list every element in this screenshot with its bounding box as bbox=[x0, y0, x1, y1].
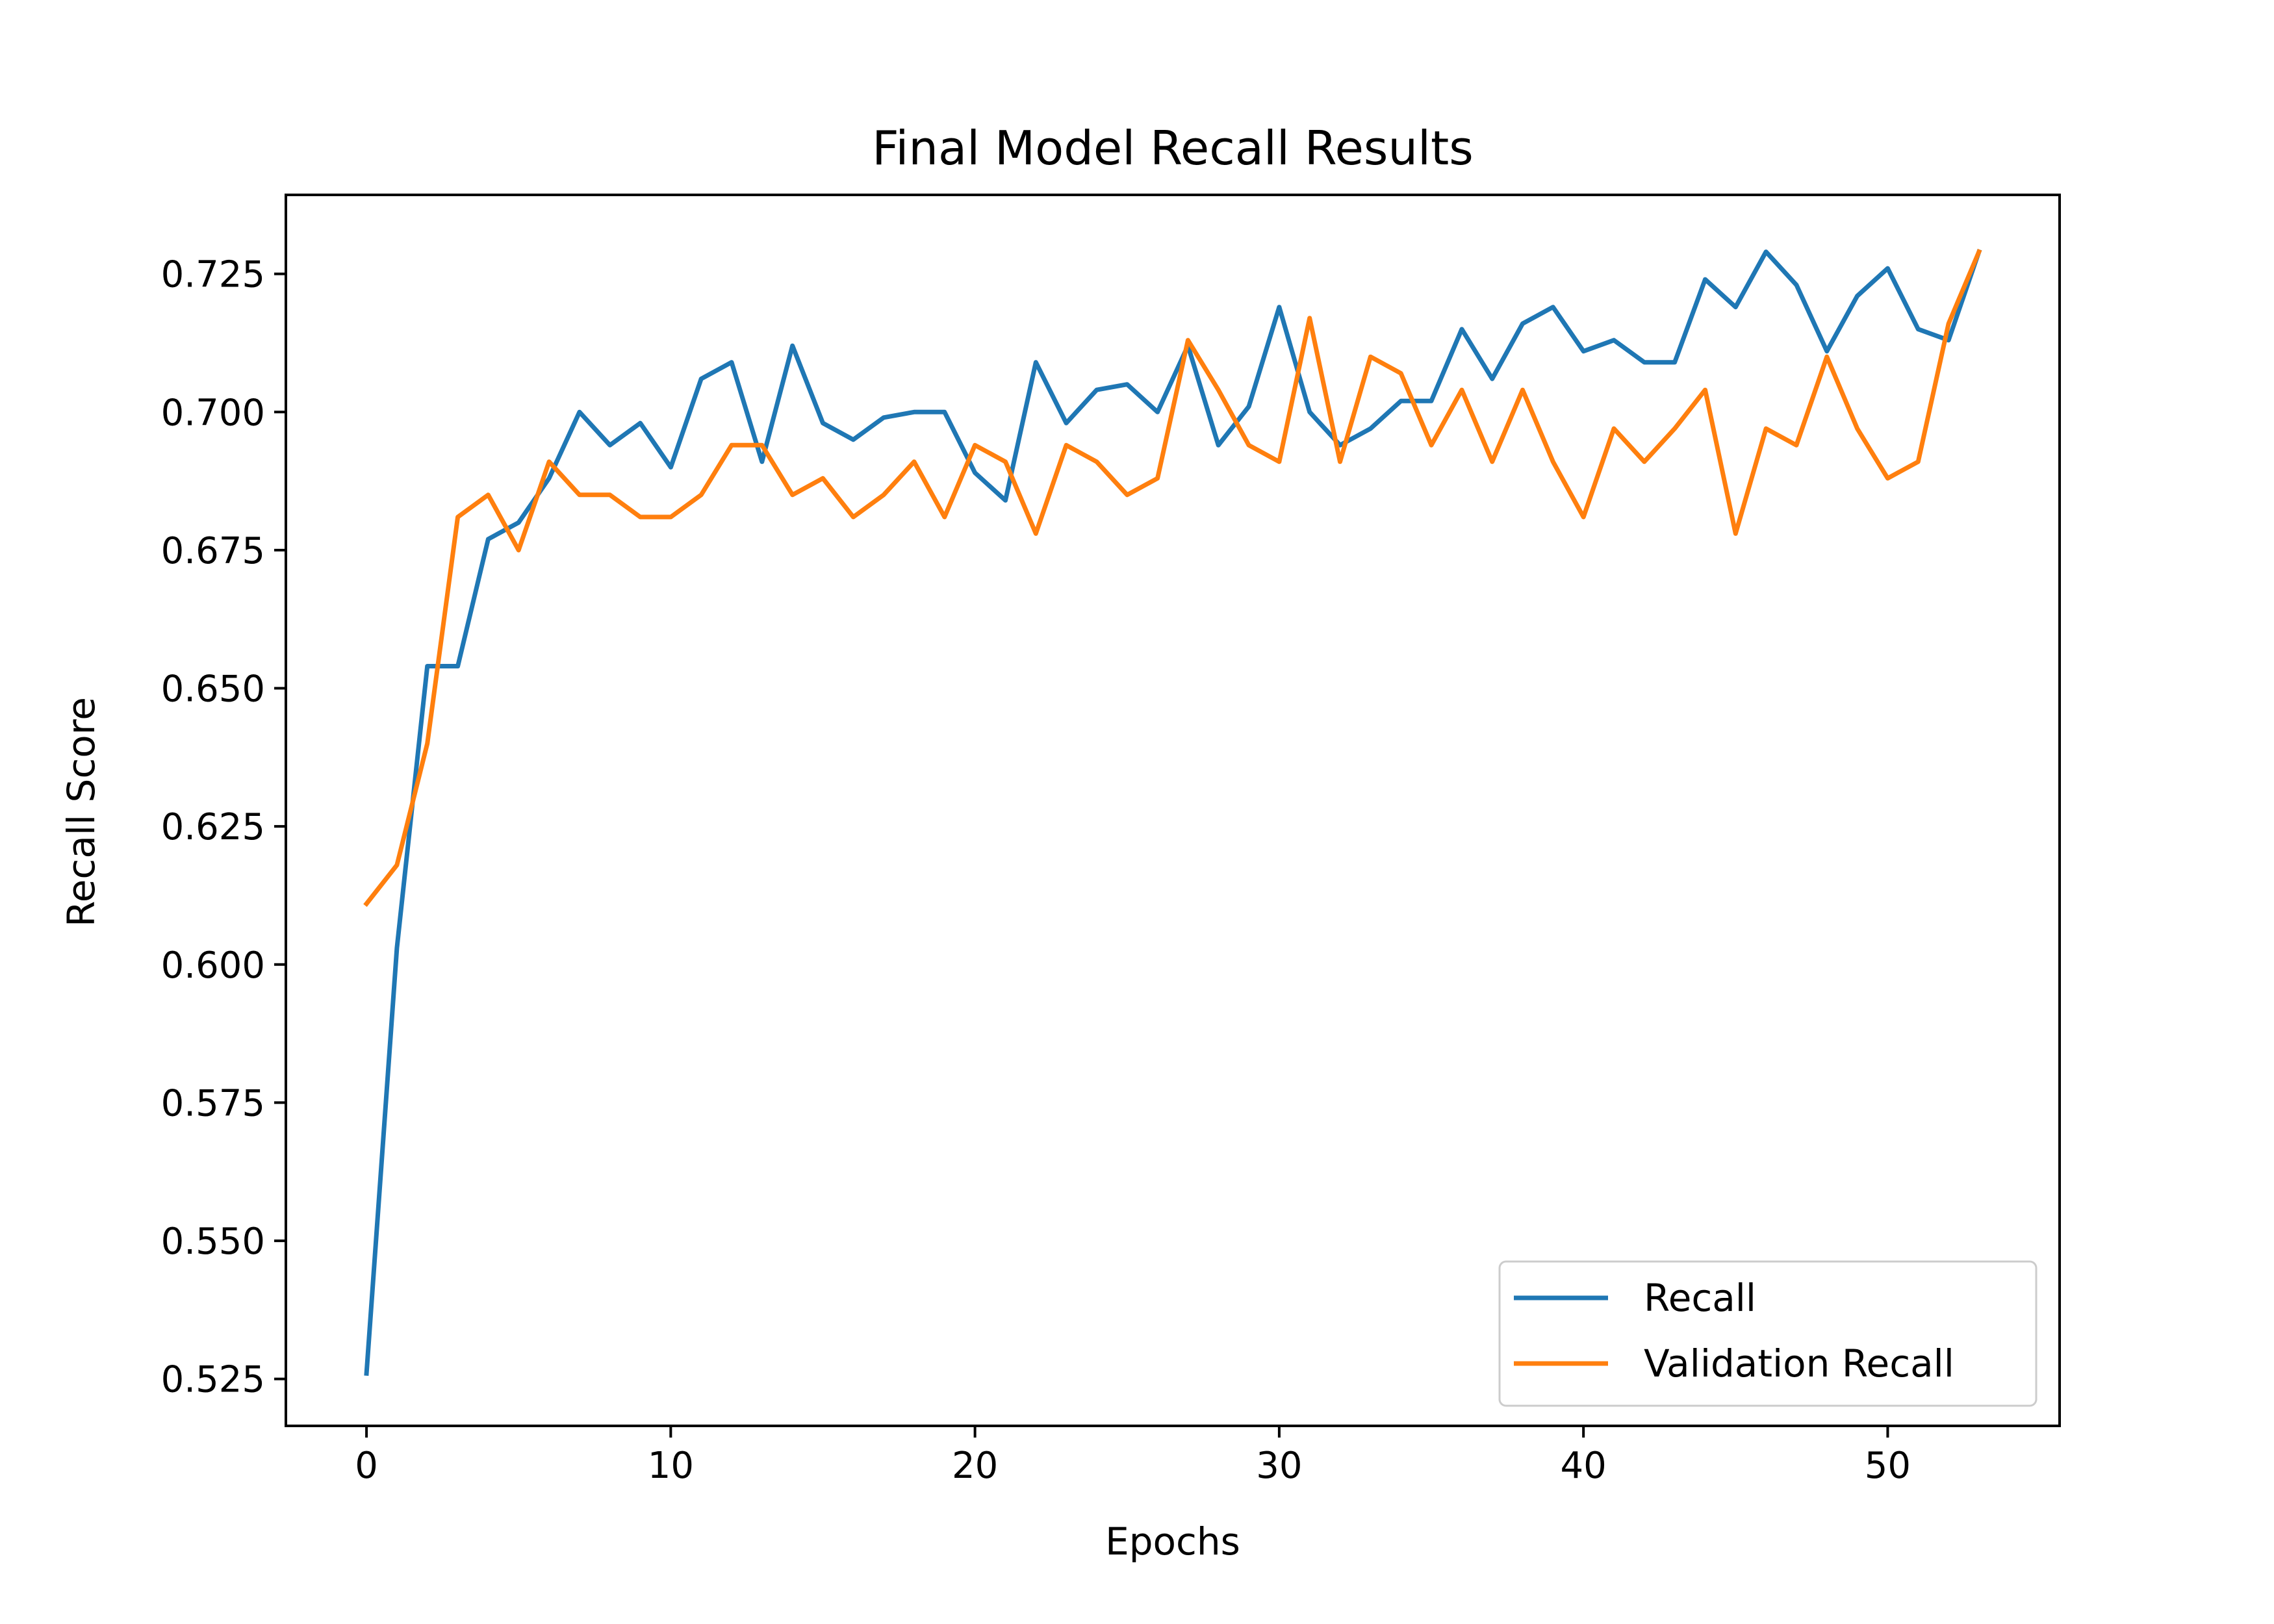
legend-label-validation-recall: Validation Recall bbox=[1644, 1341, 1954, 1386]
y-tick-label: 0.725 bbox=[161, 254, 265, 296]
legend-box bbox=[1498, 1260, 2038, 1407]
x-tick-label: 0 bbox=[355, 1445, 378, 1487]
series-layer bbox=[363, 249, 1982, 1376]
y-axis-label: Recall Score bbox=[59, 697, 103, 927]
x-tick-label: 40 bbox=[1561, 1445, 1607, 1487]
y-tick-label: 0.525 bbox=[161, 1359, 265, 1401]
ticks-layer: 0 10 20 30 40 50 0.525 0.550 0.575 0.600 0.625 0.65… bbox=[161, 254, 1911, 1487]
y-tick-label: 0.700 bbox=[161, 392, 265, 434]
legend-label-recall: Recall bbox=[1644, 1276, 1756, 1320]
y-tick-label: 0.550 bbox=[161, 1221, 265, 1263]
x-tick-label: 10 bbox=[648, 1445, 694, 1487]
x-tick-label: 50 bbox=[1865, 1445, 1911, 1487]
x-axis-label: Epochs bbox=[1105, 1519, 1240, 1564]
chart-title: Final Model Recall Results bbox=[872, 121, 1474, 175]
y-tick-label: 0.575 bbox=[161, 1082, 265, 1124]
x-tick-label: 20 bbox=[952, 1445, 998, 1487]
legend: Recall Validation Recall bbox=[1498, 1260, 2038, 1407]
series-line-validation-recall bbox=[363, 249, 1982, 907]
x-tick-label: 30 bbox=[1256, 1445, 1302, 1487]
series-line-recall bbox=[364, 249, 1982, 1376]
y-tick-label: 0.625 bbox=[161, 806, 265, 848]
y-tick-label: 0.650 bbox=[161, 668, 265, 711]
y-tick-label: 0.600 bbox=[161, 945, 265, 987]
axes-frame bbox=[285, 194, 2061, 1427]
plot-area: 0 10 20 30 40 50 0.525 0.550 0.575 0.600 0.625 0.65… bbox=[161, 194, 2061, 1487]
y-tick-label: 0.675 bbox=[161, 530, 265, 572]
